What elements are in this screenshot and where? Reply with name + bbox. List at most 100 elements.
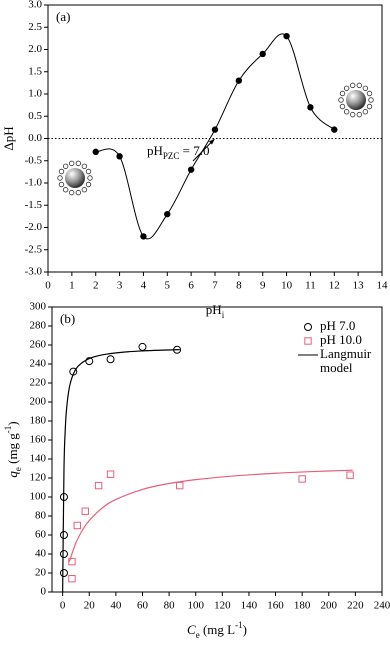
surface-charge xyxy=(356,111,363,118)
x-axis-label-part: (mg L xyxy=(200,622,235,637)
panel-label: (b) xyxy=(60,311,75,326)
data-point xyxy=(59,550,68,558)
data-point xyxy=(92,148,99,156)
surface-charge xyxy=(58,168,65,175)
x-tick-label: 8 xyxy=(236,280,242,292)
y-axis-label-part: q xyxy=(5,471,20,478)
y-tick-label: 0.5 xyxy=(28,110,42,122)
x-axis-label-part: e xyxy=(196,630,200,640)
annotation: pHPZC = 7.0 xyxy=(147,143,210,161)
data-point xyxy=(81,507,89,515)
y-tick-label: 20 xyxy=(35,567,47,579)
y-tick-label: 60 xyxy=(35,529,47,541)
particle-sphere xyxy=(346,90,366,110)
x-tick-label: 12 xyxy=(329,280,340,292)
y-axis-label: ΔpH xyxy=(1,126,16,150)
y-tick-label: 0 xyxy=(41,586,47,598)
data-point xyxy=(94,481,103,490)
y-tick-label: 1.5 xyxy=(28,65,42,77)
y-tick-label: 300 xyxy=(30,301,47,313)
data-point xyxy=(176,481,184,490)
x-tick-label: 9 xyxy=(260,280,266,292)
data-point xyxy=(85,357,94,366)
data-point xyxy=(346,471,354,479)
x-tick-label: 14 xyxy=(377,280,389,292)
y-axis-label-part: e xyxy=(13,467,23,471)
data-point xyxy=(298,475,306,483)
surface-charge xyxy=(362,109,369,115)
y-tick-label: -1.5 xyxy=(25,199,43,211)
y-axis-label-part: ) xyxy=(5,421,20,425)
langmuir-curve xyxy=(62,349,180,593)
x-tick-label: 200 xyxy=(321,600,338,612)
x-axis-label: Ce (mg L-1) xyxy=(187,620,247,640)
y-tick-label: 2.0 xyxy=(28,43,42,55)
x-tick-label: 40 xyxy=(110,600,122,612)
surface-charge xyxy=(58,181,65,188)
x-tick-label: 180 xyxy=(294,600,311,612)
data-point xyxy=(331,126,338,133)
y-tick-label: 280 xyxy=(30,320,47,332)
y-tick-label: 0.0 xyxy=(28,132,42,144)
x-tick-label: 6 xyxy=(188,280,194,292)
y-tick-label: 160 xyxy=(30,434,47,446)
data-point xyxy=(211,126,219,133)
x-axis-label-part: ) xyxy=(243,622,247,637)
data-point xyxy=(307,104,314,111)
annotation-part: PZC xyxy=(163,151,180,161)
data-point xyxy=(116,153,123,160)
y-tick-label: 1.0 xyxy=(28,88,42,100)
data-curve xyxy=(95,33,335,240)
annotation-part: pH xyxy=(147,143,163,158)
x-axis-label: pHi xyxy=(206,302,225,320)
x-axis-label-part: -1 xyxy=(235,620,243,630)
x-tick-label: 1 xyxy=(69,280,75,292)
y-tick-label: 40 xyxy=(35,548,47,560)
arrow-head xyxy=(209,138,215,145)
surface-charge xyxy=(81,163,88,169)
x-tick-label: 3 xyxy=(117,280,123,292)
surface-charge xyxy=(366,90,373,97)
data-point xyxy=(59,569,68,577)
langmuir-curve xyxy=(68,469,353,562)
y-tick-label: 80 xyxy=(35,510,47,522)
y-tick-label: 3.0 xyxy=(28,0,42,11)
y-tick-label: -0.5 xyxy=(25,154,43,166)
surface-charge xyxy=(75,160,82,167)
surface-charge xyxy=(75,189,82,196)
x-tick-label: 4 xyxy=(141,280,147,292)
data-point xyxy=(138,342,147,351)
surface-charge xyxy=(62,187,69,193)
y-tick-label: 100 xyxy=(30,491,47,503)
surface-charge xyxy=(366,103,373,110)
x-tick-label: 120 xyxy=(214,600,231,612)
surface-charge xyxy=(339,90,346,97)
y-tick-label: 120 xyxy=(30,472,47,484)
y-tick-label: 200 xyxy=(30,396,47,408)
surface-charge xyxy=(62,163,69,169)
y-tick-label: -2.5 xyxy=(25,243,43,255)
data-point xyxy=(140,233,147,240)
x-tick-label: 20 xyxy=(84,600,96,612)
panel-label: (a) xyxy=(56,9,70,24)
y-tick-label: 140 xyxy=(30,453,47,465)
legend-label: pH 10.0 xyxy=(320,332,362,347)
data-point xyxy=(73,521,81,530)
y-axis-label-part: (mg g xyxy=(5,433,20,467)
x-tick-label: 0 xyxy=(45,280,51,292)
x-tick-label: 160 xyxy=(267,600,284,612)
y-tick-label: 260 xyxy=(30,339,47,351)
surface-charge xyxy=(339,103,346,110)
data-point xyxy=(164,210,171,218)
x-tick-label: 10 xyxy=(281,280,293,292)
x-tick-label: 2 xyxy=(93,280,99,292)
surface-charge xyxy=(343,109,350,115)
x-tick-label: 60 xyxy=(137,600,149,612)
x-axis-label-part: i xyxy=(222,310,225,320)
x-tick-label: 80 xyxy=(164,600,176,612)
surface-charge xyxy=(349,111,356,118)
x-tick-label: 5 xyxy=(165,280,171,292)
x-tick-label: 220 xyxy=(347,600,364,612)
surface-charge xyxy=(362,85,369,91)
